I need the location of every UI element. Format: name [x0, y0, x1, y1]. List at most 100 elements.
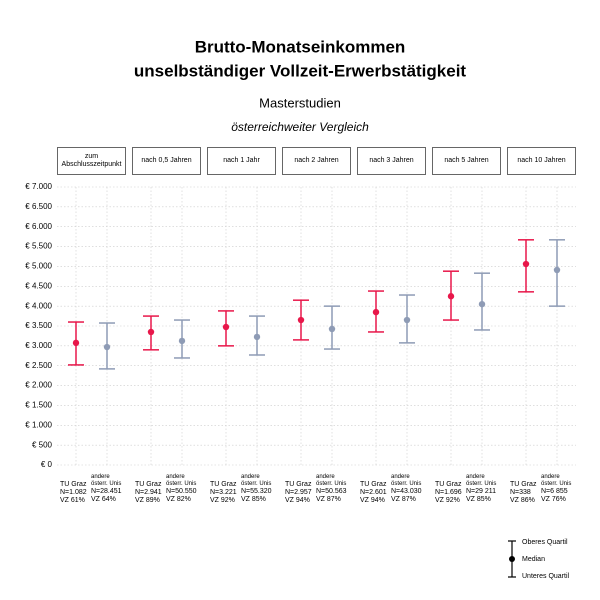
- y-tick-label: € 2.500: [25, 361, 52, 370]
- group-n: N=6 855: [541, 488, 568, 495]
- group-name: TU Graz: [435, 481, 462, 488]
- facet-label: nach 5 Jahren: [432, 147, 501, 175]
- y-tick-label: € 6.000: [25, 222, 52, 231]
- group-name: andere österr. Unis: [241, 474, 272, 487]
- group-vz: VZ 92%: [435, 497, 460, 504]
- group-vz: VZ 61%: [60, 497, 85, 504]
- group-vz: VZ 87%: [391, 496, 416, 503]
- subtitle: Masterstudien: [259, 95, 341, 110]
- facet-label: nach 10 Jahren: [507, 147, 576, 175]
- y-tick-label: € 7.000: [25, 182, 52, 191]
- facet-label: nach 0,5 Jahren: [132, 147, 201, 175]
- group-vz: VZ 89%: [135, 497, 160, 504]
- group-vz: VZ 94%: [360, 497, 385, 504]
- group-label: andere österr. Unis N=50.563 VZ 87%: [316, 474, 360, 504]
- group-n: N=2.941: [135, 489, 162, 496]
- y-tick-label: € 0: [41, 460, 53, 469]
- title-line-2: unselbständiger Vollzeit-Erwerbstätigkei…: [134, 61, 467, 80]
- group-label: TU Graz N=1.082 VZ 61%: [60, 481, 104, 505]
- group-n: N=3.221: [210, 489, 237, 496]
- group-name: andere österr. Unis: [91, 474, 122, 487]
- group-n: N=338: [510, 489, 531, 496]
- group-label: TU Graz N=2.941 VZ 89%: [135, 481, 179, 505]
- y-tick-label: € 500: [32, 440, 53, 449]
- group-n: N=43.030: [391, 488, 422, 495]
- group-name: TU Graz: [60, 481, 87, 488]
- y-tick-label: € 2.000: [25, 381, 52, 390]
- facet-label: zum Abschlusszeitpunkt: [57, 147, 126, 175]
- group-label: andere österr. Unis N=43.030 VZ 87%: [391, 474, 435, 504]
- group-n: N=1.696: [435, 489, 462, 496]
- y-tick-label: € 1.000: [25, 420, 52, 429]
- group-label: andere österr. Unis N=28.451 VZ 64%: [91, 474, 135, 504]
- group-label: andere österr. Unis N=6 855 VZ 76%: [541, 474, 585, 504]
- median-dot: [522, 260, 530, 268]
- legend-dot: [509, 556, 515, 562]
- y-tick-label: € 4.500: [25, 281, 52, 290]
- group-label: TU Graz N=2.957 VZ 94%: [285, 481, 329, 505]
- median-dot: [372, 308, 380, 316]
- group-name: andere österr. Unis: [166, 474, 197, 487]
- group-name: andere österr. Unis: [316, 474, 347, 487]
- median-dot: [222, 323, 230, 331]
- group-name: TU Graz: [360, 481, 387, 488]
- group-label: TU Graz N=338 VZ 86%: [510, 481, 554, 505]
- group-label: TU Graz N=1.696 VZ 92%: [435, 481, 479, 505]
- median-dot: [553, 266, 561, 274]
- group-n: N=50.563: [316, 488, 347, 495]
- median-dot: [72, 339, 80, 347]
- y-tick-label: € 6.500: [25, 202, 52, 211]
- y-tick-label: € 4.000: [25, 301, 52, 310]
- median-dot: [447, 293, 455, 300]
- median-dot: [478, 300, 486, 308]
- median-dot: [253, 333, 261, 341]
- group-name: TU Graz: [285, 481, 312, 488]
- group-label: andere österr. Unis N=50.550 VZ 82%: [166, 474, 210, 504]
- legend-label: Median: [522, 556, 545, 563]
- y-tick-label: € 3.000: [25, 341, 52, 350]
- median-dot: [103, 343, 111, 351]
- group-name: TU Graz: [210, 481, 237, 488]
- title-line-1: Brutto-Monatseinkommen: [195, 37, 406, 56]
- group-n: N=29 211: [466, 488, 497, 495]
- group-vz: VZ 85%: [241, 496, 266, 503]
- median-dot: [147, 328, 155, 336]
- median-dot: [328, 325, 336, 333]
- subtitle-2: österreichweiter Vergleich: [231, 120, 369, 134]
- y-tick-label: € 5.000: [25, 262, 52, 271]
- group-vz: VZ 86%: [510, 497, 535, 504]
- group-label: TU Graz N=3.221 VZ 92%: [210, 481, 254, 505]
- legend-label: Unteres Quartil: [522, 573, 570, 580]
- group-vz: VZ 64%: [91, 496, 116, 503]
- group-n: N=2.601: [360, 489, 387, 496]
- group-label: andere österr. Unis N=29 211 VZ 85%: [466, 474, 510, 504]
- group-name: TU Graz: [510, 481, 537, 488]
- legend-label: Oberes Quartil: [522, 539, 568, 546]
- group-n: N=1.082: [60, 489, 87, 496]
- group-name: andere österr. Unis: [466, 474, 497, 487]
- group-name: andere österr. Unis: [391, 474, 422, 487]
- group-n: N=50.550: [166, 488, 197, 495]
- y-tick-label: € 1.500: [25, 401, 52, 410]
- group-name: andere österr. Unis: [541, 474, 572, 487]
- y-tick-label: € 5.500: [25, 242, 52, 251]
- median-dot: [178, 337, 186, 345]
- group-n: N=55.320: [241, 488, 272, 495]
- facet-label: nach 1 Jahr: [207, 147, 276, 175]
- median-dot: [297, 316, 305, 324]
- group-n: N=2.957: [285, 489, 312, 496]
- group-vz: VZ 76%: [541, 496, 566, 503]
- y-tick-label: € 3.500: [25, 321, 52, 330]
- group-vz: VZ 92%: [210, 497, 235, 504]
- group-vz: VZ 82%: [166, 496, 191, 503]
- group-n: N=28.451: [91, 488, 122, 495]
- group-name: TU Graz: [135, 481, 162, 488]
- facet-label: nach 2 Jahren: [282, 147, 351, 175]
- group-label: andere österr. Unis N=55.320 VZ 85%: [241, 474, 285, 504]
- facet-label: nach 3 Jahren: [357, 147, 426, 175]
- group-vz: VZ 87%: [316, 496, 341, 503]
- group-label: TU Graz N=2.601 VZ 94%: [360, 481, 404, 505]
- group-vz: VZ 94%: [285, 497, 310, 504]
